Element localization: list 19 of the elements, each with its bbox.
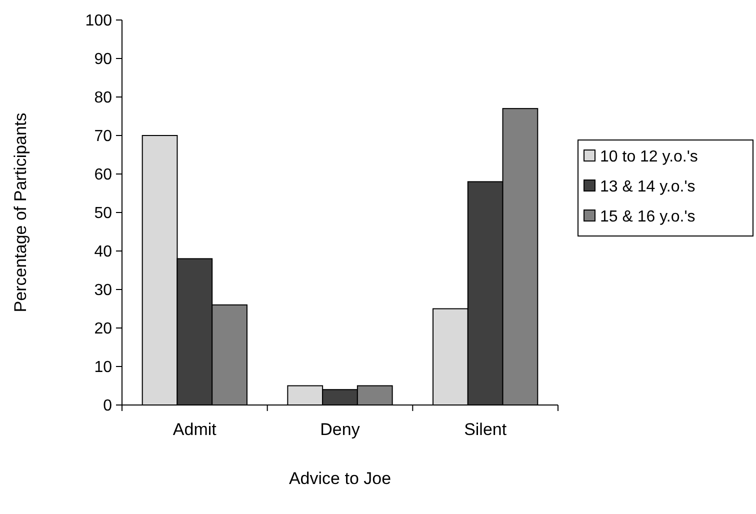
y-tick-label: 80 bbox=[94, 90, 112, 107]
y-tick-label: 0 bbox=[103, 398, 112, 415]
y-tick-label: 20 bbox=[94, 320, 112, 338]
legend-label: 13 & 14 y.o.'s bbox=[600, 178, 696, 196]
y-tick-label: 30 bbox=[94, 282, 112, 300]
legend-label: 15 & 16 y.o.'s bbox=[600, 208, 696, 226]
legend-label: 10 to 12 y.o.'s bbox=[600, 148, 698, 166]
y-tick-label: 100 bbox=[85, 12, 112, 30]
x-tick-label: Admit bbox=[172, 420, 217, 439]
x-axis-title: Advice to Joe bbox=[288, 469, 392, 488]
y-tick-label: 90 bbox=[94, 51, 112, 68]
y-tick-label: 70 bbox=[94, 128, 112, 146]
x-tick-label: Deny bbox=[320, 420, 360, 439]
y-tick-label: 10 bbox=[94, 359, 112, 376]
y-tick-label: 60 bbox=[94, 166, 112, 184]
y-tick-label: 40 bbox=[94, 244, 112, 261]
y-axis-title: Percentage of Participants bbox=[11, 112, 30, 312]
y-tick-label: 50 bbox=[94, 205, 112, 222]
x-tick-label: Silent bbox=[464, 420, 507, 439]
